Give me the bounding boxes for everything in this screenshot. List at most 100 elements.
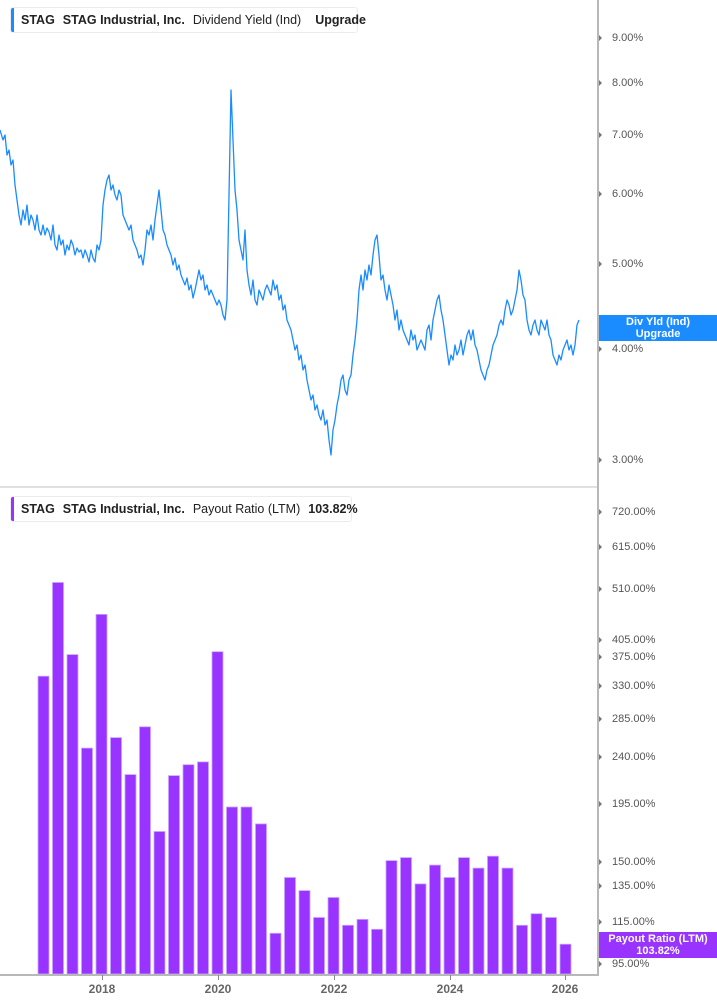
payout-bar[interactable]: [385, 860, 398, 975]
x-tick-2026: [565, 975, 566, 980]
payout-bar[interactable]: [211, 651, 224, 975]
tick-mark-icon: [599, 961, 605, 967]
y-tick-7pct: 7.00%: [599, 129, 643, 141]
x-label-2024: 2024: [436, 982, 464, 996]
legend-color-swatch: [11, 8, 14, 32]
payout-bar[interactable]: [153, 831, 166, 975]
dividend-yield-value-tag: Div Yld (Ind) Upgrade: [599, 315, 717, 341]
payout-bar[interactable]: [472, 867, 485, 975]
tick-mark-icon: [599, 637, 605, 643]
x-tick-2022: [334, 975, 335, 980]
payout-bar[interactable]: [255, 823, 267, 975]
y-tick-285: 285.00%: [599, 713, 655, 725]
tick-mark-icon: [599, 654, 605, 660]
y-tick-240: 240.00%: [599, 751, 655, 763]
x-label-2018: 2018: [88, 982, 116, 996]
payout-bar[interactable]: [516, 924, 528, 975]
payout-bar[interactable]: [443, 877, 456, 975]
y-tick-5pct: 5.00%: [599, 258, 643, 270]
payout-bar[interactable]: [284, 877, 296, 975]
payout-ratio-bar-chart[interactable]: [0, 0, 599, 1005]
payout-bar[interactable]: [342, 924, 354, 975]
time-axis-line[interactable]: [0, 974, 599, 976]
payout-bar[interactable]: [124, 774, 137, 975]
y-tick-330: 330.00%: [599, 680, 655, 692]
x-label-2020: 2020: [204, 982, 232, 996]
tick-mark-icon: [599, 801, 605, 807]
legend-color-swatch: [11, 497, 14, 521]
x-tick-2018: [102, 975, 103, 980]
y-tick-3pct: 3.00%: [599, 454, 643, 466]
payout-bar[interactable]: [182, 764, 195, 975]
payout-bar[interactable]: [95, 614, 108, 975]
payout-bar[interactable]: [327, 897, 340, 975]
payout-bar[interactable]: [298, 890, 311, 975]
tick-mark-icon: [599, 132, 605, 138]
legend-ticker: STAG: [21, 502, 55, 516]
legend-ticker: STAG: [21, 13, 55, 27]
tick-mark-icon: [599, 754, 605, 760]
payout-bar[interactable]: [429, 864, 441, 975]
tick-mark-icon: [599, 883, 605, 889]
y-tick-6pct: 6.00%: [599, 188, 643, 200]
payout-bar[interactable]: [530, 913, 543, 975]
x-label-2022: 2022: [320, 982, 348, 996]
tick-mark-icon: [599, 544, 605, 550]
legend-metric: Dividend Yield (Ind): [192, 13, 302, 27]
payout-bar[interactable]: [37, 675, 50, 975]
y-tick-615: 615.00%: [599, 541, 655, 553]
y-tick-195: 195.00%: [599, 798, 655, 810]
payout-bar[interactable]: [545, 917, 557, 975]
y-tick-95: 95.00%: [599, 958, 649, 970]
legend-company: STAG Industrial, Inc.: [62, 13, 185, 27]
tick-mark-icon: [599, 509, 605, 515]
payout-bar[interactable]: [458, 857, 470, 975]
panel-divider[interactable]: [0, 486, 597, 488]
payout-bar[interactable]: [240, 806, 253, 975]
y-tick-405: 405.00%: [599, 634, 655, 646]
legend-company: STAG Industrial, Inc.: [62, 502, 185, 516]
payout-ratio-value-tag: Payout Ratio (LTM) 103.82%: [599, 932, 717, 958]
dividend-yield-panel: STAG STAG Industrial, Inc. Dividend Yiel…: [0, 0, 717, 487]
payout-bar[interactable]: [371, 928, 383, 975]
payout-bar[interactable]: [559, 943, 572, 975]
x-tick-2020: [218, 975, 219, 980]
y-tick-375: 375.00%: [599, 651, 655, 663]
payout-ratio-panel: STAG STAG Industrial, Inc. Payout Ratio …: [0, 488, 717, 1005]
y-tick-8pct: 8.00%: [599, 77, 643, 89]
tick-mark-icon: [599, 716, 605, 722]
price-axis-line: [597, 0, 599, 975]
payout-bar[interactable]: [414, 883, 427, 975]
legend-value: 103.82%: [308, 502, 358, 516]
payout-bar[interactable]: [66, 654, 79, 975]
tick-mark-icon: [599, 919, 605, 925]
tick-mark-icon: [599, 859, 605, 865]
tick-mark-icon: [599, 80, 605, 86]
payout-bar[interactable]: [168, 775, 180, 975]
y-tick-150: 150.00%: [599, 856, 655, 868]
payout-bar[interactable]: [400, 857, 412, 975]
payout-bar[interactable]: [52, 582, 64, 975]
payout-bar[interactable]: [81, 747, 93, 975]
tick-mark-icon: [599, 35, 605, 41]
payout-bar[interactable]: [487, 855, 499, 975]
payout-bar[interactable]: [139, 726, 151, 975]
payout-bar[interactable]: [269, 932, 282, 975]
dividend-yield-legend[interactable]: STAG STAG Industrial, Inc. Dividend Yiel…: [10, 7, 366, 33]
x-label-2026: 2026: [551, 982, 579, 996]
payout-bar[interactable]: [313, 917, 325, 975]
payout-ratio-legend[interactable]: STAG STAG Industrial, Inc. Payout Ratio …: [10, 496, 358, 522]
legend-upgrade-link[interactable]: Upgrade: [315, 13, 366, 27]
tick-mark-icon: [599, 586, 605, 592]
payout-bar[interactable]: [226, 806, 238, 975]
payout-bar[interactable]: [197, 761, 209, 975]
payout-bar[interactable]: [356, 919, 369, 975]
y-tick-720: 720.00%: [599, 506, 655, 518]
payout-bar[interactable]: [110, 737, 122, 975]
y-tick-4pct: 4.00%: [599, 343, 643, 355]
tick-mark-icon: [599, 191, 605, 197]
payout-bar[interactable]: [501, 867, 514, 975]
y-tick-9pct: 9.00%: [599, 32, 643, 44]
y-tick-135: 135.00%: [599, 880, 655, 892]
dividend-yield-line-chart[interactable]: [0, 0, 599, 487]
